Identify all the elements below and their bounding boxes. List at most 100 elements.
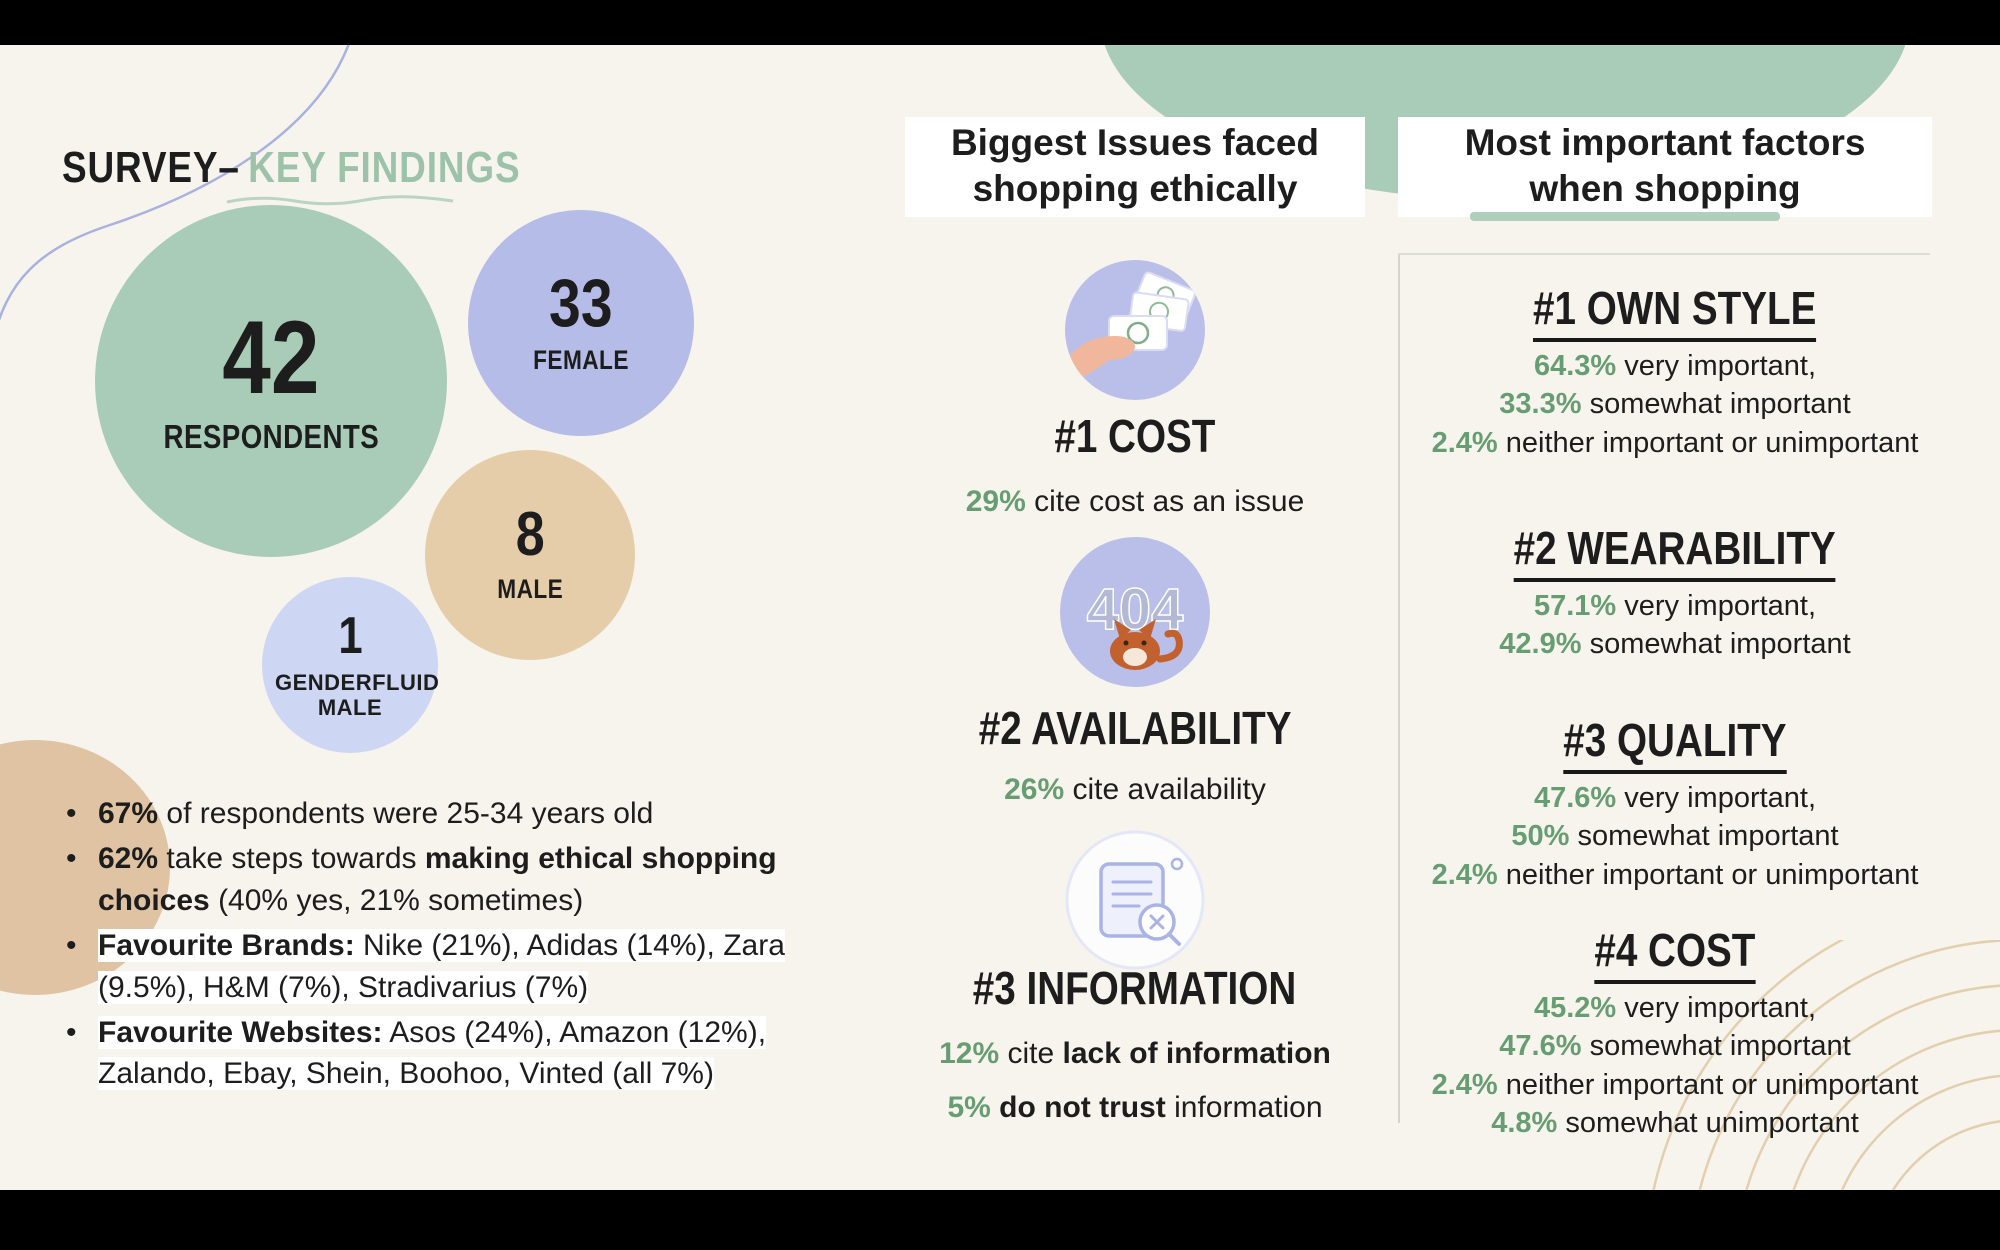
- factor-stat-line: 57.1% very important,: [1400, 587, 1950, 625]
- stat-percentage: 2.4%: [1431, 426, 1498, 459]
- stat-text: somewhat important: [1581, 628, 1851, 661]
- stat-text: very important,: [1616, 992, 1817, 1024]
- stat-text: somewhat important: [1581, 1030, 1851, 1063]
- factor-title-text: #2 WEARABILITY: [1513, 522, 1837, 582]
- stat-text: neither important or unimportant: [1497, 1068, 1919, 1101]
- factor-stat-line: 47.6% very important,: [1400, 779, 1950, 817]
- money-cash-icon: [1065, 260, 1205, 405]
- list-item-text: 62% take steps towards making ethical sh…: [98, 838, 788, 921]
- issue-cost-title: #1 COST: [905, 413, 1365, 459]
- respondents-count: 42: [222, 300, 320, 417]
- factor-own-style-title: #1 OWN STYLE: [1410, 282, 1940, 342]
- factor-quality-stats: 47.6% very important, 50% somewhat impor…: [1400, 779, 1950, 894]
- stat-text: (40% yes, 21% sometimes): [209, 883, 584, 917]
- stat-percentage: 47.6%: [1533, 782, 1617, 814]
- bullet-dot: •: [66, 929, 77, 963]
- document-search-icon: [1065, 830, 1205, 975]
- issues-heading-line2: shopping ethically: [972, 168, 1298, 209]
- slide: SURVEY– KEY FINDINGS 42 RESPONDENTS 33 FE…: [0, 45, 2000, 1190]
- bullet-dot: •: [66, 797, 77, 830]
- title-highlight: KEY FINDINGS: [248, 143, 521, 192]
- issue-information-stat-1: 12% cite lack of information: [880, 1037, 1390, 1071]
- factor-title-text: #1 OWN STYLE: [1533, 282, 1817, 342]
- stat-text: very important,: [1616, 782, 1817, 814]
- male-label: MALE: [497, 574, 563, 605]
- 404-error-icon: 404: [1060, 537, 1210, 692]
- stat-bold: 67%: [98, 797, 159, 830]
- stat-percentage: 50%: [1511, 820, 1570, 853]
- stat-text: somewhat unimportant: [1557, 1106, 1859, 1139]
- list-item: • 67% of respondents were 25-34 years ol…: [62, 793, 822, 834]
- factor-stat-line: 47.6% somewhat important: [1400, 1027, 1950, 1065]
- stat-text: neither important or unimportant: [1497, 858, 1919, 891]
- bubble-respondents: 42 RESPONDENTS: [95, 205, 447, 557]
- genderfluid-label: GENDERFLUID MALE: [275, 669, 440, 720]
- title-prefix: SURVEY–: [62, 143, 240, 192]
- factor-stat-line: 2.4% neither important or unimportant: [1400, 424, 1950, 462]
- stat-percentage: 64.3%: [1533, 350, 1617, 382]
- factor-stat-line: 64.3% very important,: [1400, 347, 1950, 385]
- stat-text: very important,: [1616, 590, 1817, 622]
- factor-own-style-stats: 64.3% very important, 33.3% somewhat imp…: [1400, 347, 1950, 462]
- factor-cost-title: #4 COST: [1410, 924, 1940, 984]
- issues-column-heading: Biggest Issues faced shopping ethically: [905, 117, 1365, 217]
- list-item: • Favourite Brands: Nike (21%), Adidas (…: [62, 925, 822, 1008]
- factor-stat-line: 4.8% somewhat unimportant: [1400, 1104, 1950, 1142]
- factor-stat-line: 50% somewhat important: [1400, 817, 1950, 855]
- stat-text: neither important or unimportant: [1497, 426, 1919, 459]
- factor-title-text: #4 COST: [1594, 924, 1756, 984]
- factors-column-heading: Most important factors when shopping: [1398, 117, 1932, 217]
- stat-text: very important,: [1616, 350, 1817, 382]
- purple-curve-decoration: [0, 45, 350, 321]
- key-findings-list: • 67% of respondents were 25-34 years ol…: [62, 793, 822, 1099]
- bullet-dot: •: [66, 842, 77, 876]
- stat-percentage: 33.3%: [1499, 388, 1582, 421]
- stat-percentage: 47.6%: [1499, 1030, 1582, 1063]
- list-item-text: 67% of respondents were 25-34 years old: [98, 793, 788, 834]
- issues-heading-line1: Biggest Issues faced: [950, 122, 1320, 163]
- vertical-divider: [1398, 255, 1400, 1123]
- stat-bold: making ethical shopping choices: [98, 842, 777, 917]
- list-item-text: Favourite Brands: Nike (21%), Adidas (14…: [98, 925, 788, 1008]
- female-label: FEMALE: [533, 345, 629, 376]
- page-title: SURVEY– KEY FINDINGS: [62, 143, 608, 193]
- stat-percentage: 42.9%: [1499, 628, 1582, 661]
- stat-percentage: 2.4%: [1431, 858, 1498, 891]
- factor-stat-line: 2.4% neither important or unimportant: [1400, 856, 1950, 894]
- horizontal-divider: [1398, 253, 1930, 255]
- genderfluid-count: 1: [337, 606, 363, 665]
- female-count: 33: [549, 265, 613, 342]
- stat-bold: do not trust: [990, 1091, 1175, 1124]
- stat-text: of respondents were 25-34 years old: [158, 797, 654, 830]
- factor-wearability-stats: 57.1% very important, 42.9% somewhat imp…: [1400, 587, 1950, 664]
- bubble-male: 8 MALE: [425, 450, 635, 660]
- issue-availability-title: #2 AVAILABILITY: [905, 705, 1365, 751]
- stat-bold: lack of information: [1062, 1037, 1331, 1070]
- stat-text: cite: [999, 1037, 1063, 1070]
- issue-title-text: #2 AVAILABILITY: [978, 702, 1292, 754]
- factor-cost-stats: 45.2% very important, 47.6% somewhat imp…: [1400, 989, 1950, 1142]
- factor-stat-line: 42.9% somewhat important: [1400, 625, 1950, 663]
- bubble-female: 33 FEMALE: [468, 210, 694, 436]
- stat-percentage: 5%: [947, 1091, 991, 1124]
- respondents-label: RESPONDENTS: [163, 418, 379, 456]
- page-title-text: SURVEY– KEY FINDINGS: [62, 143, 520, 193]
- stat-percentage: 12%: [939, 1037, 1000, 1070]
- stat-percentage: 4.8%: [1491, 1106, 1558, 1139]
- factor-quality-title: #3 QUALITY: [1410, 714, 1940, 774]
- stat-percentage: 45.2%: [1533, 992, 1617, 1024]
- stat-percentage: 2.4%: [1431, 1068, 1498, 1101]
- stat-bold: Favourite Brands:: [98, 929, 355, 963]
- bubble-genderfluid-male: 1 GENDERFLUID MALE: [262, 577, 440, 753]
- male-count: 8: [515, 500, 545, 570]
- letterbox-bottom: [0, 1190, 2000, 1250]
- stat-bold: 62%: [98, 842, 159, 876]
- factor-title-text: #3 QUALITY: [1563, 714, 1787, 774]
- stat-percentage: 29%: [965, 485, 1026, 518]
- stat-text: take steps towards: [158, 842, 425, 876]
- stat-text: cite availability: [1064, 773, 1266, 806]
- stat-percentage: 26%: [1004, 773, 1065, 806]
- issue-title-text: #3 INFORMATION: [973, 962, 1297, 1014]
- stat-text: somewhat important: [1569, 820, 1839, 853]
- issue-cost-stat: 29% cite cost as an issue: [880, 485, 1390, 519]
